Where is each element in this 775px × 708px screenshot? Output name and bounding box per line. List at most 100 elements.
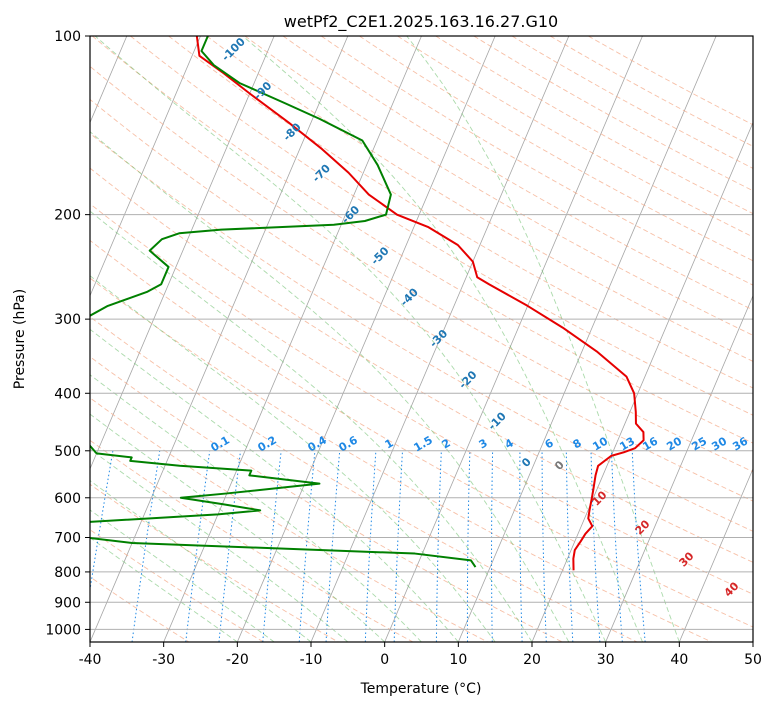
dry-adiabat-line [90,277,712,642]
x-tick-label: 30 [597,652,615,668]
isotherm-line [236,36,496,642]
dry-adiabat-line [90,132,753,532]
mixing-ratio-label: 0.2 [256,433,279,454]
dry-adiabat-line [320,36,753,286]
x-tick-label: 50 [744,652,762,668]
x-tick-label: 20 [523,652,541,668]
dry-adiabat-line [90,576,190,642]
y-tick-label: 800 [54,565,81,581]
dry-adiabat-line [397,36,753,238]
dry-adiabat-label: 20 [633,517,653,537]
y-tick-label: 900 [54,595,81,611]
mixing-ratio-label: 1 [383,436,396,451]
moist-adiabat-line [90,275,496,642]
isotherm-line [90,36,201,297]
chart-title: wetPf2_C2E1.2025.163.16.27.G10 [284,12,558,32]
dry-adiabat-line [130,36,753,416]
dry-adiabat-line [90,203,753,595]
isotherm-line [90,36,349,642]
isotherm-line [457,36,717,642]
dry-adiabat-line [90,529,264,642]
mixing-ratio-label: 3 [477,436,490,451]
y-tick-label: 400 [54,386,81,402]
dewpoint-line [90,36,477,568]
dry-adiabat-line [90,397,488,642]
mixing-ratio-label: 8 [571,436,584,451]
y-tick-label: 1000 [45,622,81,638]
moist-adiabat-line [94,36,607,642]
moist-adiabat-line [90,374,422,642]
isotherm-line [384,36,643,642]
mixing-ratio-line [466,450,471,642]
isotherm-label: -20 [456,368,479,391]
mixing-ratio-line [131,450,161,642]
y-axis-label: Pressure (hPa) [12,289,28,389]
x-tick-label: 0 [380,652,389,668]
mixing-ratio-line [631,450,646,642]
isotherm-line [752,640,753,642]
mixing-ratio-label: 0.4 [306,433,330,454]
dry-adiabat-line [168,36,753,389]
mixing-ratio-label: 6 [543,436,556,451]
moist-adiabat-line [242,36,643,642]
dry-adiabat-line [90,65,753,473]
dry-adiabat-line [90,316,638,642]
mixing-ratio-line [325,450,341,642]
isotherm-label: -10 [486,409,509,432]
temperature-line [195,36,645,571]
mixing-ratio-line [565,450,574,642]
x-tick-label: -10 [300,652,323,668]
plot-frame [89,35,754,643]
dry-adiabat-line [90,167,753,563]
x-tick-label: -20 [226,652,249,668]
dry-adiabat-line [90,439,414,642]
dry-adiabat-line [549,36,753,147]
dry-adiabat-label: 40 [722,579,742,599]
x-tick-label: 40 [670,652,688,668]
moist-adiabat-line [90,480,312,642]
moist-adiabat-line [90,328,459,642]
isotherm-label: -100 [219,35,248,64]
isotherm-line [605,294,753,642]
plot-area: -100-90-80-70-60-50-40-30-20-100 01020304… [45,29,762,668]
mixing-ratio-line [393,450,403,642]
moist-adiabat-line [90,210,533,642]
isotherm-label: -40 [398,285,421,308]
mixing-ratio-line [298,450,316,642]
dry-adiabat-line [90,356,563,642]
y-tick-label: 200 [54,208,81,224]
plot-content: -100-90-80-70-60-50-40-30-20-100 01020304… [90,35,753,642]
moist-adiabat-line [406,36,680,642]
y-tick-label: 300 [54,312,81,328]
dry-adiabat-line [90,98,753,502]
mixing-ratio-label: 1.5 [412,433,435,454]
x-tick-label: -30 [152,652,175,668]
mixing-ratio-line [262,450,282,642]
dry-adiabat-line [90,239,753,628]
mixing-ratio-line [364,450,377,642]
x-tick-label: 10 [449,652,467,668]
y-tick-label: 700 [54,531,81,547]
y-tick-label: 500 [54,444,81,460]
dry-adiabat-line [206,36,753,362]
dry-adiabat-line [588,36,753,126]
mixing-ratio-line [185,450,211,642]
isotherm-label: -70 [310,162,333,185]
x-axis-label: Temperature (°C) [360,681,482,697]
isotherm-line [90,36,275,470]
mixing-ratio-line [610,450,623,642]
moist-adiabat-line [90,131,570,642]
mixing-ratio-label: 2 [440,436,453,451]
isotherm-line [531,121,753,642]
moist-adiabat-line [90,448,349,642]
dry-adiabat-line [244,36,753,336]
y-tick-label: 600 [54,491,81,507]
isotherm-label: 0 [519,455,534,470]
mixing-ratio-label: 0.1 [209,433,232,454]
isotherm-label: -30 [427,327,450,350]
isotherm-label: -80 [281,120,304,143]
isotherm-line [678,467,753,642]
dry-adiabat-label: 30 [677,549,697,569]
moist-adiabat-line [90,413,385,642]
